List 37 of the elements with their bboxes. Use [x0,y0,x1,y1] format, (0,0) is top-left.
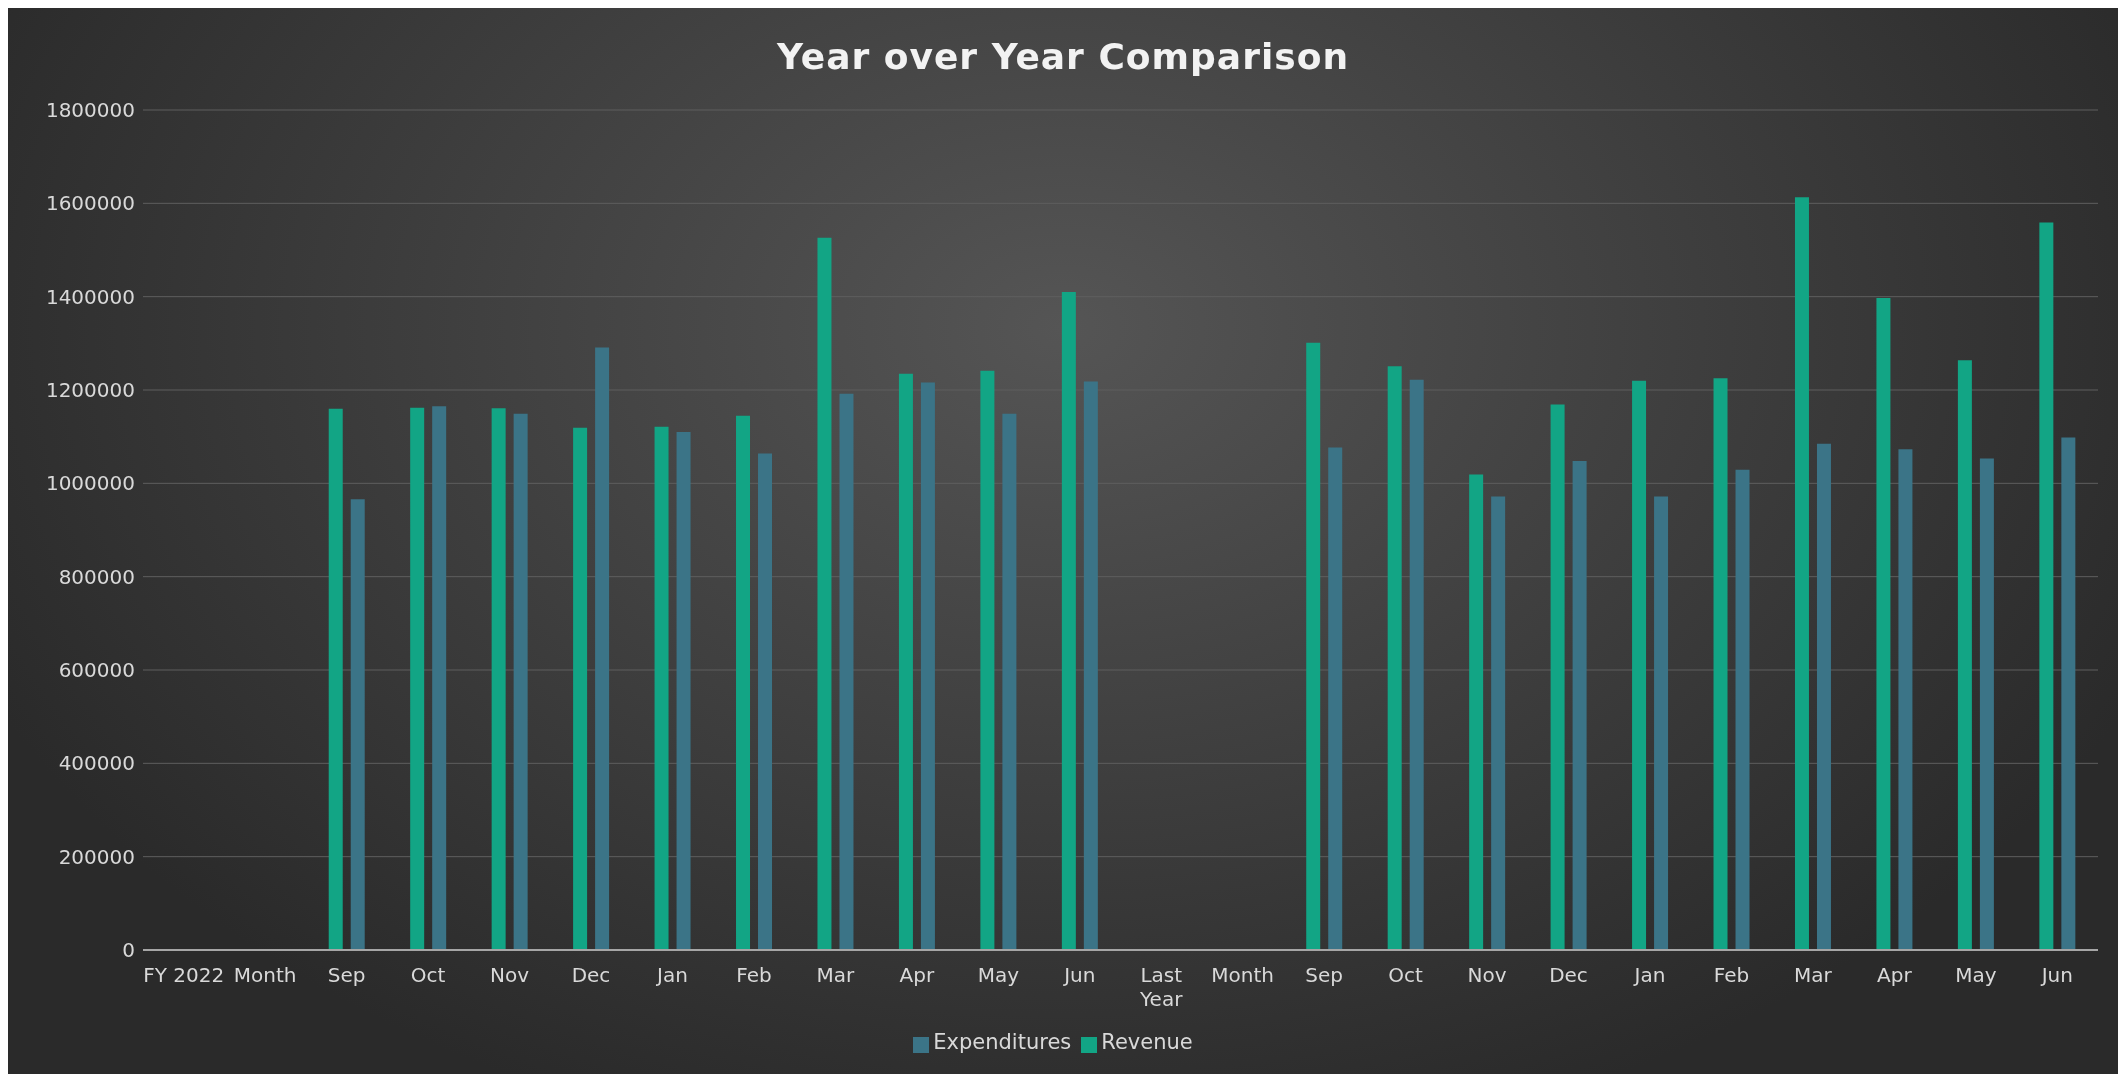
x-tick-label: Oct [1388,963,1424,987]
x-tick-label: Feb [736,963,772,987]
x-tick-label: Sep [327,963,366,987]
y-tick-label: 200000 [58,844,135,869]
x-tick-label: Nov [1467,963,1507,987]
x-tick-label: Month [1211,963,1275,987]
x-tick-label: Mar [1794,963,1833,987]
x-tick-label: Jan [655,963,688,987]
x-tick-label: May [977,963,1020,987]
x-tick-label: Sep [1305,963,1343,987]
x-tick-label: Apr [899,963,935,987]
x-tick-label: Nov [490,963,530,987]
y-tick-label: 0 [122,938,135,963]
x-tick-label: Jan [1632,963,1666,987]
y-tick-label: 1000000 [45,471,135,496]
y-tick-label: 600000 [58,658,135,683]
x-tick-label: Mar [816,963,856,987]
y-tick-label: 1200000 [45,378,135,403]
x-tick-label: Last Year [1139,963,1184,1011]
x-tick-label: Apr [1877,963,1913,987]
x-tick-label: Month [233,963,297,987]
x-tick-label: Jun [1062,963,1096,987]
y-tick-label: 1400000 [45,284,135,309]
chart-title: Year over Year Comparison [776,36,1350,77]
x-tick-label: May [1955,963,1997,987]
legend-label: Expenditures [933,1030,1072,1054]
x-tick-label: Feb [1713,963,1750,987]
y-tick-label: 1600000 [45,191,135,216]
x-tick-label: Dec [571,963,611,987]
x-tick-label: FY 2022 [143,963,225,987]
y-tick-label: 800000 [58,564,135,589]
x-tick-label: Jun [2039,963,2073,987]
x-tick-label: Oct [410,963,446,987]
y-tick-label: 1800000 [45,98,135,123]
x-tick-label: Dec [1549,963,1588,987]
y-tick-label: 400000 [58,751,135,776]
legend-label: Revenue [1101,1030,1193,1054]
